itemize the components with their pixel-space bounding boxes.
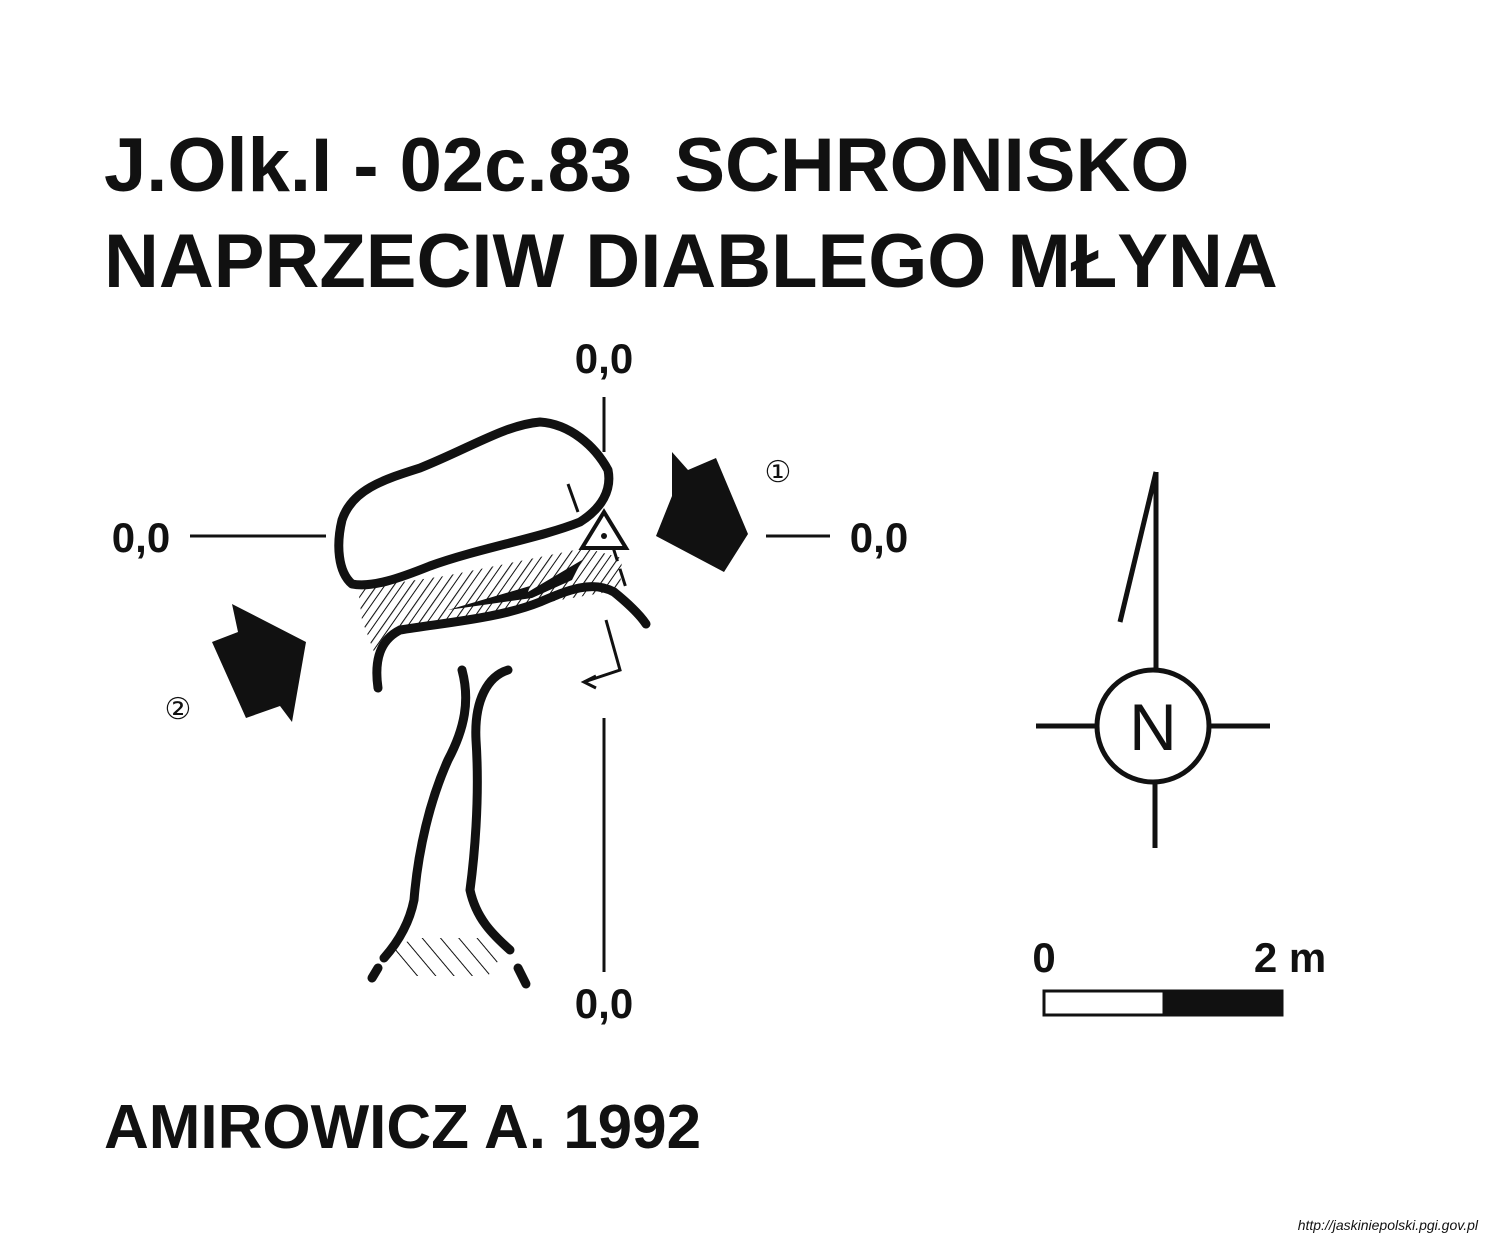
scale-bar-black-half xyxy=(1162,989,1284,1017)
scale-bar xyxy=(1042,989,1284,1017)
corridor-end-left xyxy=(367,963,383,983)
cave-walls xyxy=(334,417,651,989)
author-credit: AMIROWICZ A. 1992 xyxy=(104,1093,702,1162)
survey-point-icon xyxy=(578,508,630,550)
axis-right-label: 0,0 xyxy=(850,514,908,561)
corridor-end-right xyxy=(513,963,531,989)
title-line-2: NAPRZECIW DIABLEGO MŁYNA xyxy=(104,219,1278,304)
axis-bottom-label: 0,0 xyxy=(575,980,633,1027)
north-compass-icon xyxy=(1036,471,1270,848)
overhang-lines xyxy=(566,483,628,690)
entrance-1-label: ① xyxy=(765,455,792,490)
passage-wall-upper xyxy=(372,582,651,693)
corridor-wall-left xyxy=(379,665,471,963)
scale-end-label: 2 m xyxy=(1254,934,1326,981)
compass-north-letter: N xyxy=(1129,690,1177,764)
entrance-1-arrow-icon xyxy=(656,452,748,572)
map-title: J.Olk.I - 02c.83 SCHRONISKO NAPRZECIW DI… xyxy=(104,118,1278,310)
entrance-2-label: ② xyxy=(165,692,192,727)
entrance-2-arrow-icon xyxy=(212,604,306,722)
axis-left-label: 0,0 xyxy=(112,514,170,561)
inner-slope-arrow xyxy=(448,560,582,610)
rock-boulder-outline xyxy=(334,417,614,590)
title-line-1: J.Olk.I - 02c.83 SCHRONISKO xyxy=(104,123,1190,208)
scale-bar-white-half xyxy=(1042,989,1166,1017)
slope-arrow-line xyxy=(583,619,622,684)
axis-top-label: 0,0 xyxy=(575,335,633,382)
dripline-slope xyxy=(566,483,580,513)
source-url: http://jaskiniepolski.pgi.gov.pl xyxy=(1297,1217,1478,1233)
dripline-right xyxy=(610,543,628,589)
floor-hatch-lower xyxy=(392,938,500,976)
corridor-wall-right xyxy=(465,665,515,955)
slope-arrow-head xyxy=(580,674,597,690)
scale-start-label: 0 xyxy=(1032,934,1055,981)
reference-axes xyxy=(190,397,830,972)
